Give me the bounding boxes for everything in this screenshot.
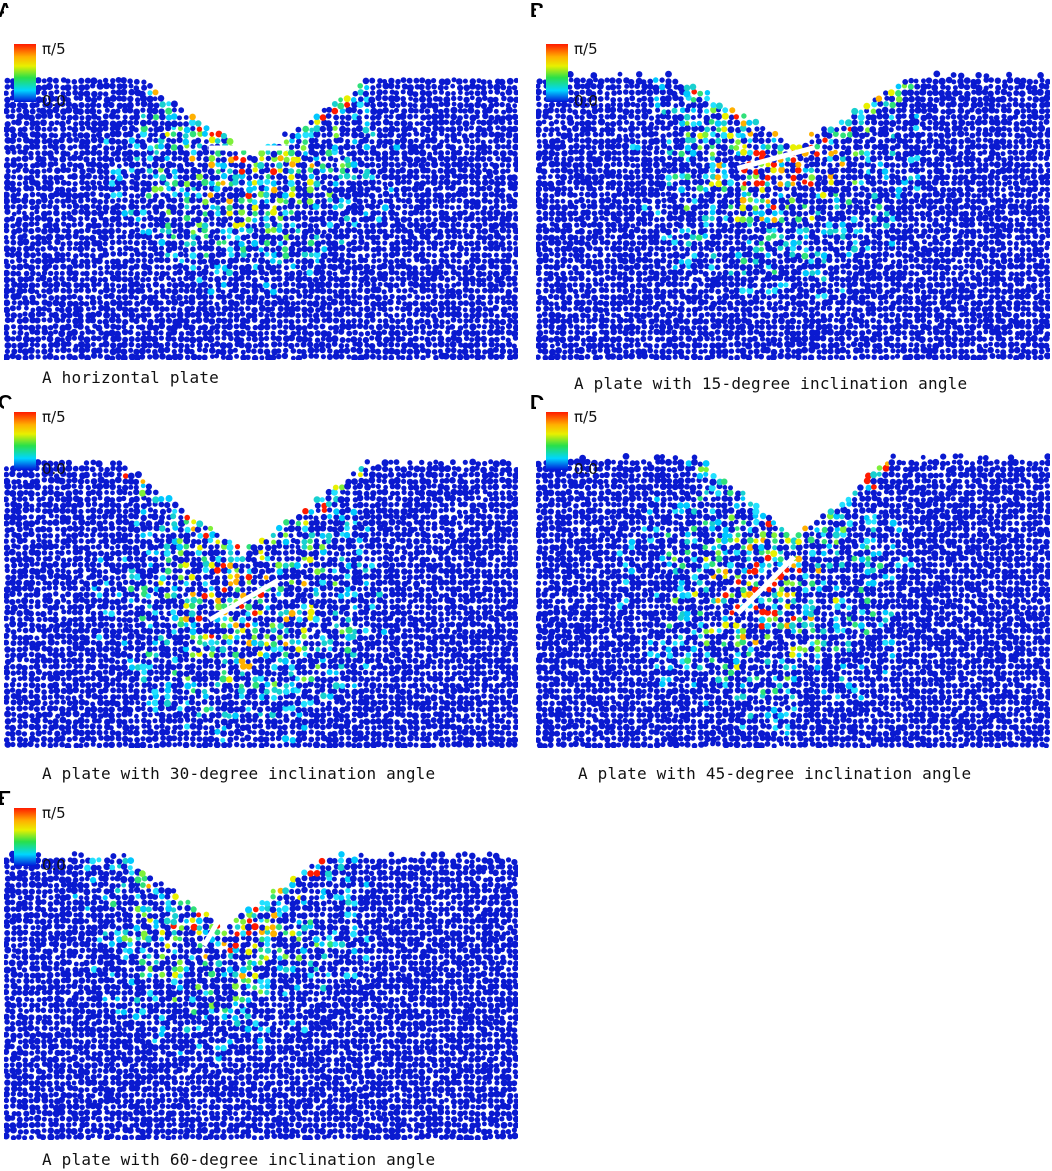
plate xyxy=(208,577,280,623)
panel-c: C π/5 0.0 xyxy=(0,392,522,760)
colorbar-max-label: π/5 xyxy=(42,40,66,58)
colorbar-gradient xyxy=(546,44,568,102)
colorbar-gradient xyxy=(14,808,36,866)
colorbar-legend: π/5 0.0 xyxy=(10,408,100,478)
colorbar-gradient xyxy=(546,412,568,470)
colorbar-max-label: π/5 xyxy=(42,408,66,426)
colorbar-legend: π/5 0.0 xyxy=(10,40,100,110)
panel-e: E π/5 0.0 xyxy=(0,788,522,1156)
panel-b-caption: A plate with 15-degree inclination angle xyxy=(574,374,968,393)
plate xyxy=(201,875,247,947)
particle-simulation-image xyxy=(536,400,1050,748)
panel-a: A π/5 0.0 xyxy=(0,0,522,368)
colorbar-gradient xyxy=(14,44,36,102)
panel-a-caption: A horizontal plate xyxy=(42,368,219,387)
colorbar-legend: π/5 0.0 xyxy=(542,408,632,478)
colorbar-legend: π/5 0.0 xyxy=(542,40,632,110)
colorbar-max-label: π/5 xyxy=(42,804,66,822)
particle-simulation-image xyxy=(4,796,518,1140)
colorbar-legend: π/5 0.0 xyxy=(10,804,100,874)
colorbar-min-label: 0.0 xyxy=(574,460,598,478)
panel-d: D π/5 0.0 xyxy=(530,392,1052,760)
particle-simulation-image xyxy=(4,8,518,360)
particle-simulation-image xyxy=(536,8,1050,360)
panel-c-caption: A plate with 30-degree inclination angle xyxy=(42,764,436,783)
particle-simulation-image xyxy=(4,400,518,748)
colorbar-max-label: π/5 xyxy=(574,40,598,58)
panel-e-caption: A plate with 60-degree inclination angle xyxy=(42,1150,436,1169)
plate xyxy=(735,554,797,616)
plate xyxy=(736,145,816,171)
panel-d-caption: A plate with 45-degree inclination angle xyxy=(578,764,972,783)
colorbar-min-label: 0.0 xyxy=(42,92,66,110)
colorbar-min-label: 0.0 xyxy=(42,856,66,874)
colorbar-min-label: 0.0 xyxy=(574,92,598,110)
colorbar-min-label: 0.0 xyxy=(42,460,66,478)
colorbar-max-label: π/5 xyxy=(574,408,598,426)
panel-b: B π/5 0.0 xyxy=(530,0,1052,368)
colorbar-gradient xyxy=(14,412,36,470)
